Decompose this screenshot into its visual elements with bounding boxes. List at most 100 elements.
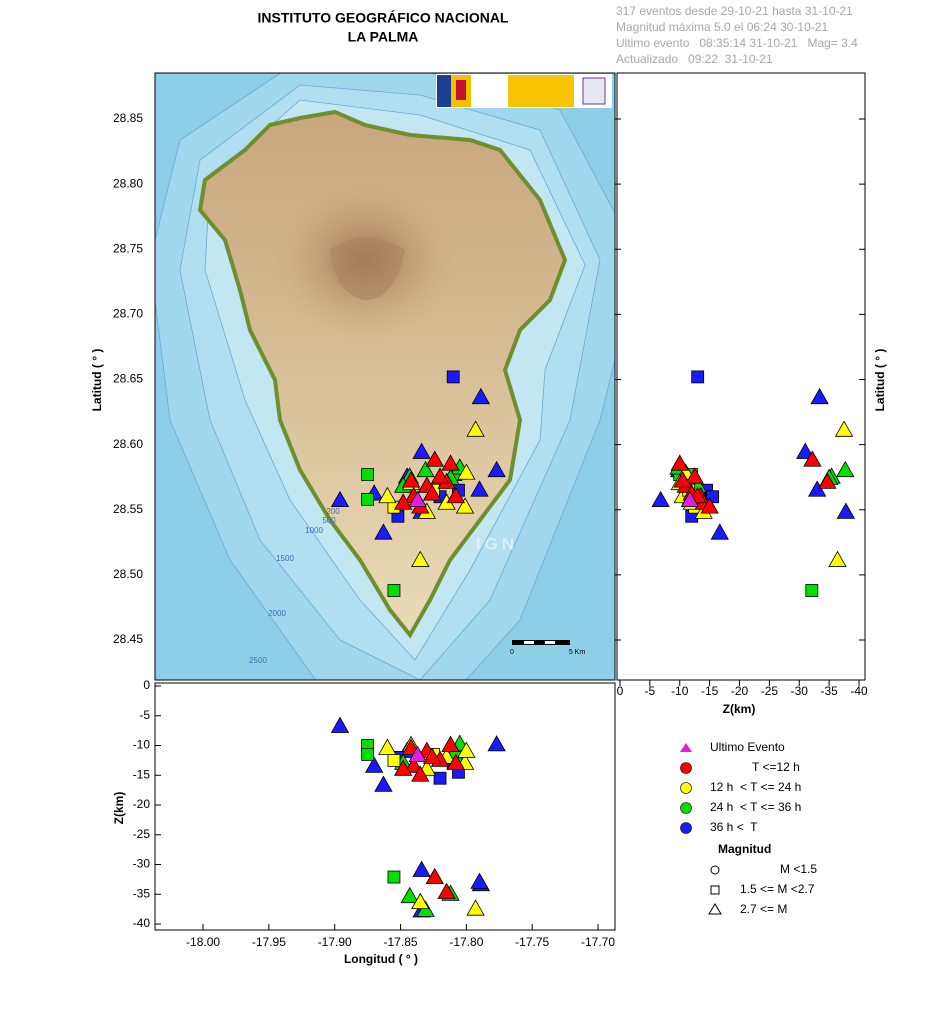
legend-label: M <1.5 (780, 862, 817, 876)
x-tick-label: -17.90 (318, 935, 352, 949)
depth-lat-event (651, 490, 670, 508)
y-tick-label: 28.70 (113, 307, 143, 321)
depth-lat-event (803, 450, 822, 467)
lon-depth-event (400, 886, 419, 904)
x-tick-label: -17.70 (581, 935, 615, 949)
legend-marker (680, 762, 692, 774)
depth-lat-event (700, 497, 719, 514)
depth-lat-event (805, 584, 819, 597)
lon-depth-event (441, 735, 460, 752)
map-event (374, 523, 393, 540)
info-line: Ultimo evento 08:35:14 31-10-21 Mag= 3.4 (616, 36, 858, 50)
depth-lat-event (796, 442, 815, 459)
legend-label: 24 h < T <= 36 h (710, 800, 801, 814)
scale-label: 0 (510, 649, 514, 656)
map-event (455, 497, 475, 514)
lon-depth-event (446, 753, 466, 770)
map-event (330, 490, 350, 508)
depth-lat-event (834, 420, 854, 437)
lon-depth-event (437, 882, 456, 899)
legend-marker (710, 885, 720, 895)
y-tick-label: 28.60 (113, 437, 143, 451)
map-event (422, 484, 442, 501)
lon-depth-event (387, 753, 401, 767)
legend-label: 12 h < T <= 24 h (710, 780, 801, 794)
lon-depth-event (457, 741, 476, 758)
x-tick-label: -17.80 (449, 935, 483, 949)
y-tick-label: 28.80 (113, 176, 143, 190)
z-tick-label: -10 (133, 738, 151, 752)
z-tick-label: -10 (671, 684, 689, 698)
z-tick-label: -40 (850, 684, 868, 698)
y-tick-label: 28.75 (113, 241, 143, 255)
map-event (361, 492, 375, 506)
map-event (416, 460, 435, 478)
map-event (412, 442, 431, 459)
depth-lat-frame (616, 72, 866, 681)
legend-label: 2.7 <= M (740, 902, 787, 916)
lon-depth-event (378, 738, 397, 755)
legend-label: 36 h < T (710, 820, 758, 834)
scale-label: 5 Km (569, 649, 586, 656)
contour-label: 1500 (276, 554, 294, 563)
lon-depth-event (470, 872, 489, 889)
map-event (471, 387, 491, 405)
lon-depth-event (411, 765, 430, 782)
contour-label: 2000 (268, 609, 286, 618)
z-axis-label-right: Z(km) (723, 702, 756, 716)
info-line: Magnitud máxima 5.0 el 06:24 30-10-21 (616, 20, 828, 34)
lon-depth-event (412, 860, 431, 877)
z-tick-label: -15 (701, 684, 719, 698)
map-event (408, 490, 427, 508)
x-tick-label: -17.95 (252, 935, 286, 949)
z-tick-label: 0 (143, 678, 150, 692)
map-event (466, 420, 485, 437)
y-tick-label: 28.85 (113, 111, 143, 125)
z-tick-label: -35 (820, 684, 838, 698)
map-event (446, 370, 460, 384)
lon-depth-event (393, 759, 413, 776)
map-event (401, 471, 421, 488)
lon-depth-event (408, 745, 427, 763)
map-event (470, 480, 489, 497)
depth-lat-event (828, 550, 847, 567)
legend-marker (680, 743, 692, 752)
contour-label: 1000 (305, 526, 323, 535)
map-event (425, 450, 444, 467)
map-event (378, 486, 397, 504)
lon-depth-event (487, 735, 506, 752)
z-tick-label: -30 (791, 684, 809, 698)
depth-lat-event (685, 467, 704, 484)
legend-label: 1.5 <= M <2.7 (740, 882, 815, 896)
lon-depth-event (422, 747, 442, 764)
lon-depth-event (433, 771, 447, 785)
y-axis-label-right: Latitud ( ° ) (873, 349, 887, 412)
z-tick-label: -25 (133, 827, 151, 841)
z-tick-label: 0 (617, 684, 624, 698)
depth-lat-event (836, 460, 855, 478)
subtitle: LA PALMA (348, 29, 419, 45)
map-frame (154, 72, 616, 681)
lon-depth-event (330, 716, 350, 733)
lon-depth-event (425, 867, 444, 885)
y-tick-label: 28.55 (113, 502, 143, 516)
y-axis-label: Latitud ( ° ) (90, 349, 104, 412)
z-tick-label: -5 (139, 708, 150, 722)
depth-lat-event (673, 471, 692, 488)
legend-marker (680, 822, 692, 834)
z-axis-label-bottom: Z(km) (112, 792, 126, 825)
depth-lat-event (810, 387, 829, 405)
z-tick-label: -15 (133, 767, 151, 781)
map-event (361, 468, 375, 481)
map-event (446, 486, 466, 504)
legend-label: Ultimo Evento (710, 740, 785, 754)
lon-depth-event (365, 756, 384, 773)
lon-depth-event (387, 870, 401, 884)
watermark: IGN (476, 534, 518, 553)
y-tick-label: 28.65 (113, 372, 143, 386)
x-tick-label: -17.75 (515, 935, 549, 949)
map-event (441, 454, 460, 471)
legend-label: T <=12 h (752, 760, 800, 774)
x-tick-label: -17.85 (384, 935, 418, 949)
lon-depth-event (404, 756, 423, 773)
